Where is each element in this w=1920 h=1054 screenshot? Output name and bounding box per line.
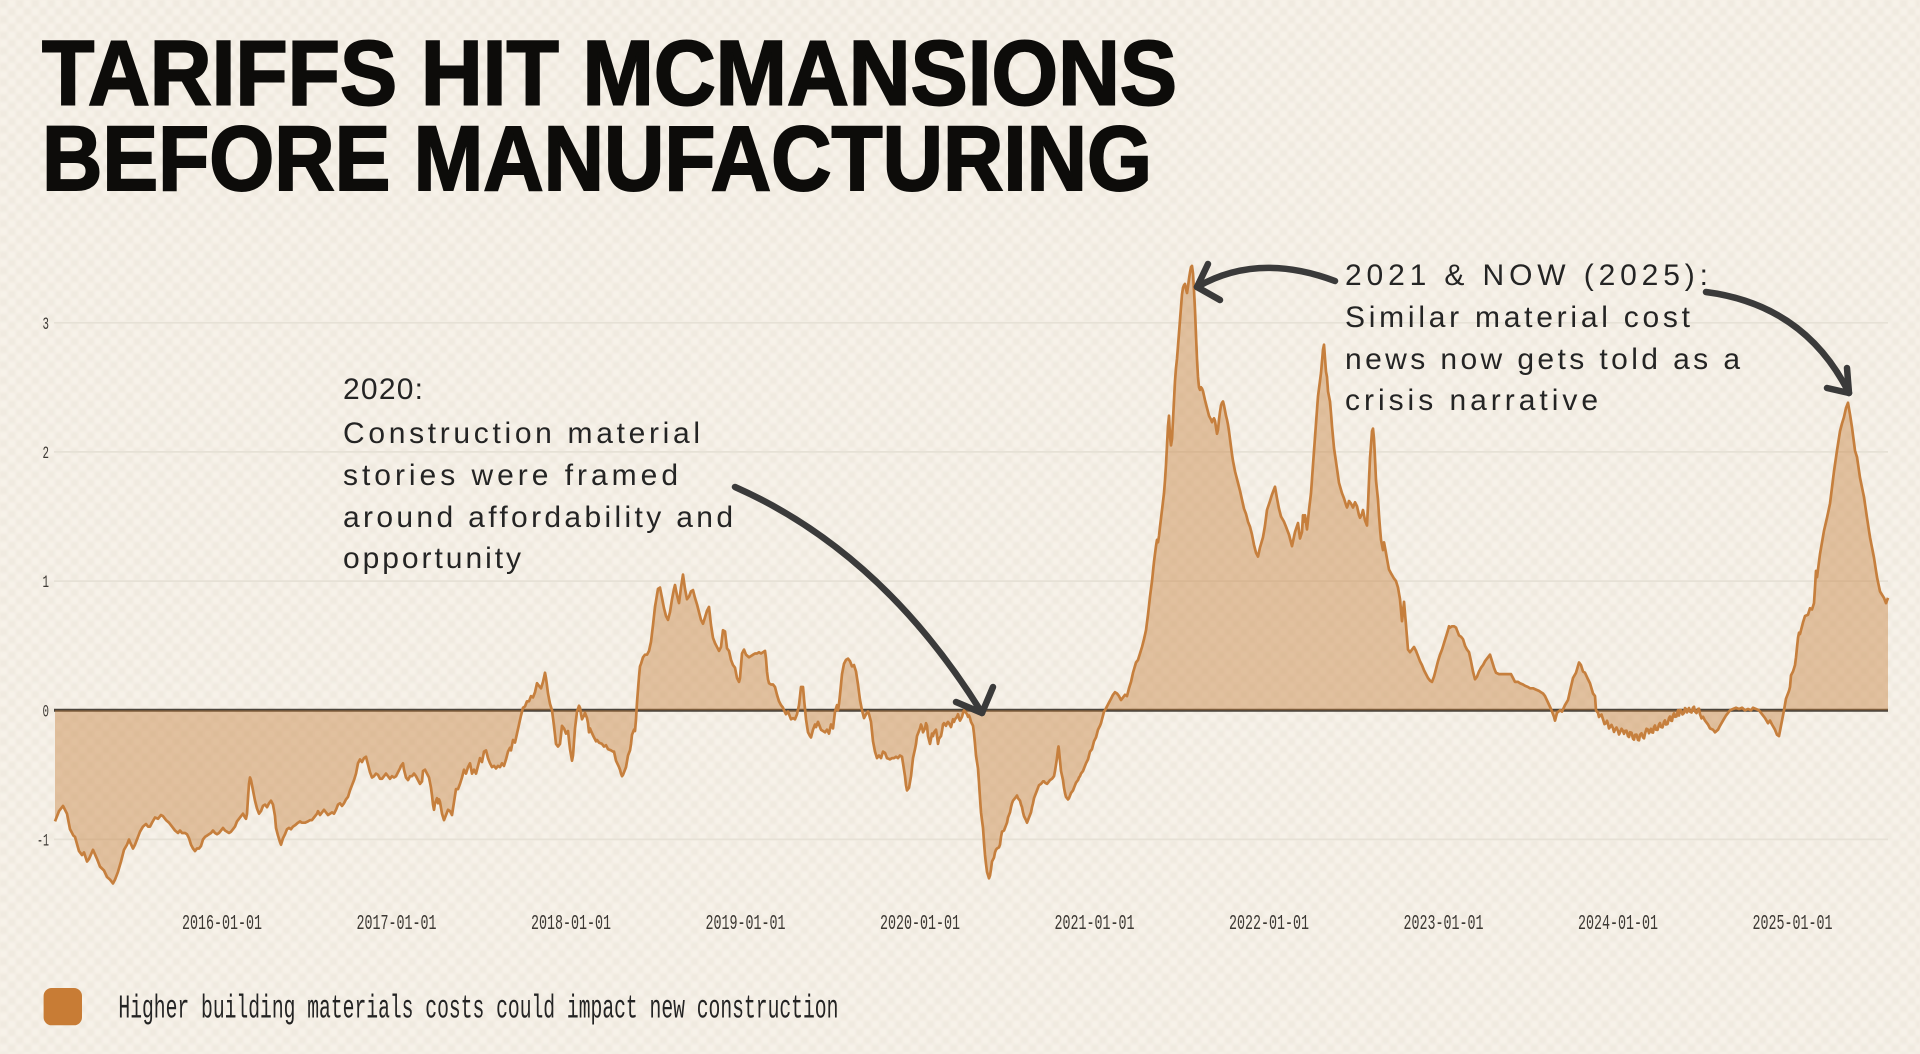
svg-text:news now gets told as a: news now gets told as a [1345,343,1740,376]
svg-text:0: 0 [43,702,50,722]
svg-text:stories were framed: stories were framed [343,459,678,492]
svg-text:2018-01-01: 2018-01-01 [531,913,611,936]
svg-text:2025-01-01: 2025-01-01 [1753,913,1833,936]
svg-text:Construction material: Construction material [343,417,700,450]
svg-text:TARIFFS HIT MCMANSIONS: TARIFFS HIT MCMANSIONS [42,23,1177,125]
svg-text:2024-01-01: 2024-01-01 [1578,913,1658,936]
svg-text:3: 3 [43,315,50,335]
svg-text:around affordability and: around affordability and [343,501,733,534]
svg-text:1: 1 [43,573,50,593]
svg-text:2016-01-01: 2016-01-01 [182,913,262,936]
svg-text:2021 & NOW (2025):: 2021 & NOW (2025): [1345,259,1708,292]
svg-text:BEFORE MANUFACTURING: BEFORE MANUFACTURING [42,108,1152,210]
svg-text:2019-01-01: 2019-01-01 [706,913,786,936]
svg-text:2020-01-01: 2020-01-01 [880,913,960,936]
svg-text:2017-01-01: 2017-01-01 [357,913,437,936]
svg-text:2021-01-01: 2021-01-01 [1055,913,1135,936]
svg-text:2020:: 2020: [343,373,423,406]
svg-text:Higher building materials cost: Higher building materials costs could im… [118,991,838,1028]
svg-text:2023-01-01: 2023-01-01 [1404,913,1484,936]
svg-text:Similar material cost: Similar material cost [1345,301,1691,334]
svg-text:-1: -1 [37,831,49,851]
svg-text:2: 2 [43,444,50,464]
svg-text:2022-01-01: 2022-01-01 [1229,913,1309,936]
